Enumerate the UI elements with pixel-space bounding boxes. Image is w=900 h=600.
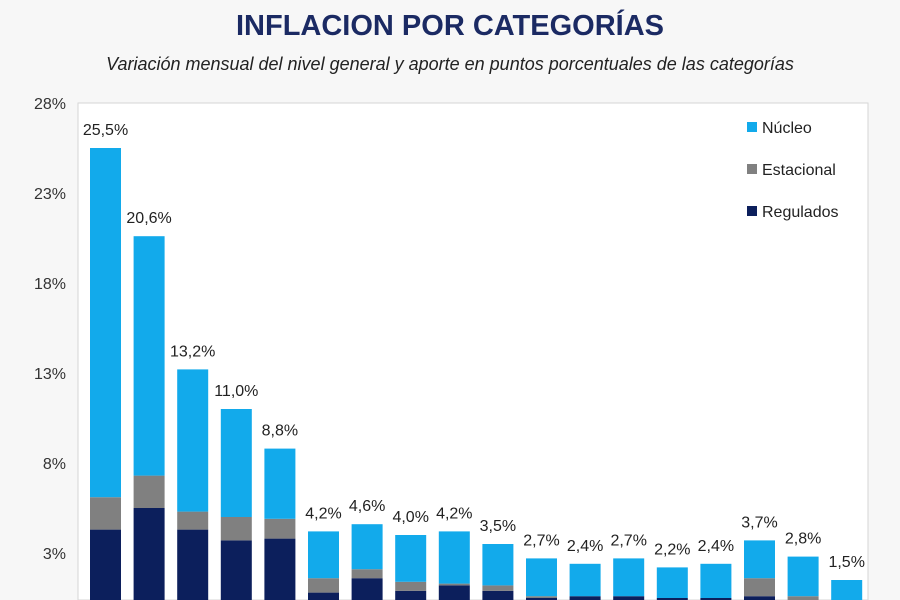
legend-swatch xyxy=(747,164,757,174)
bar-segment-núcleo xyxy=(482,544,514,586)
data-label: 2,8% xyxy=(785,531,821,548)
bar-segment-estacional xyxy=(264,518,296,539)
data-label: 3,7% xyxy=(741,514,777,531)
data-label: 3,5% xyxy=(480,518,516,535)
y-tick-label: 8% xyxy=(43,456,66,473)
bar-segment-núcleo xyxy=(220,409,252,517)
bar-segment-estacional xyxy=(220,517,252,541)
bar-segment-núcleo xyxy=(526,558,557,597)
bar-segment-núcleo xyxy=(133,236,165,476)
y-tick-label: 28% xyxy=(34,96,66,113)
bar-segment-estacional xyxy=(438,583,470,586)
y-tick-label: 23% xyxy=(34,186,66,203)
bar-segment-regulados xyxy=(438,585,470,600)
data-label: 2,7% xyxy=(523,532,559,549)
data-label: 13,2% xyxy=(170,343,215,360)
bar-segment-estacional xyxy=(395,581,427,591)
bar-segment-núcleo xyxy=(264,448,296,519)
legend-label: Estacional xyxy=(762,162,836,179)
bar-segment-núcleo xyxy=(744,540,775,579)
data-label: 25,5% xyxy=(83,122,128,139)
y-tick-label: 13% xyxy=(34,366,66,383)
bar-segment-núcleo xyxy=(787,556,819,597)
bar-segment-estacional xyxy=(482,585,514,591)
bar-segment-estacional xyxy=(351,569,383,579)
bar-segment-regulados xyxy=(569,596,601,600)
chart-subtitle: Variación mensual del nivel general y ap… xyxy=(106,54,794,74)
bar-segment-núcleo xyxy=(351,524,383,570)
data-label: 4,2% xyxy=(436,505,472,522)
bar-segment-núcleo xyxy=(395,535,427,582)
data-label: 1,5% xyxy=(828,554,864,571)
bar-segment-regulados xyxy=(308,592,339,600)
bar-segment-regulados xyxy=(90,529,121,600)
bar-segment-regulados xyxy=(395,590,427,600)
bar-segment-núcleo xyxy=(177,369,209,512)
bar-segment-núcleo xyxy=(569,563,601,597)
bar-segment-regulados xyxy=(264,538,296,600)
data-label: 8,8% xyxy=(262,423,298,440)
bar-segment-núcleo xyxy=(613,558,645,597)
bar-segment-núcleo xyxy=(831,580,863,600)
data-label: 2,7% xyxy=(610,532,646,549)
legend-label: Regulados xyxy=(762,204,839,221)
bar-segment-regulados xyxy=(177,529,209,600)
bar-segment-núcleo xyxy=(656,567,688,598)
data-label: 20,6% xyxy=(126,210,171,227)
bar-segment-regulados xyxy=(482,590,514,600)
legend-swatch xyxy=(747,122,757,132)
data-label: 4,6% xyxy=(349,498,385,515)
bar-segment-núcleo xyxy=(438,531,470,584)
data-label: 4,2% xyxy=(305,505,341,522)
bar-segment-regulados xyxy=(526,598,557,600)
data-label: 2,2% xyxy=(654,541,690,558)
bar-segment-regulados xyxy=(744,596,775,600)
bar-segment-regulados xyxy=(351,578,383,600)
bar-segment-estacional xyxy=(744,578,775,597)
bar-segment-núcleo xyxy=(700,563,732,598)
legend-swatch xyxy=(747,206,757,216)
bar-segment-regulados xyxy=(656,598,688,600)
bar-segment-estacional xyxy=(90,497,121,530)
data-label: 2,4% xyxy=(567,538,603,555)
bar-segment-regulados xyxy=(700,598,732,600)
bar-segment-estacional xyxy=(787,596,819,600)
bar-segment-regulados xyxy=(613,596,645,600)
y-tick-label: 18% xyxy=(34,276,66,293)
data-label: 11,0% xyxy=(214,383,258,400)
bar-segment-estacional xyxy=(177,511,209,530)
legend-label: Núcleo xyxy=(762,120,812,137)
bar-segment-estacional xyxy=(133,475,165,508)
bar-segment-núcleo xyxy=(308,531,339,579)
bar-segment-núcleo xyxy=(90,148,121,498)
data-label: 4,0% xyxy=(392,509,428,526)
bar-segment-estacional xyxy=(308,578,339,593)
bar-segment-estacional xyxy=(526,596,557,598)
chart-title: INFLACION POR CATEGORÍAS xyxy=(235,10,665,42)
bar-segment-regulados xyxy=(133,508,165,600)
data-label: 2,4% xyxy=(698,538,734,555)
plot-area xyxy=(77,102,869,600)
y-tick-label: 3% xyxy=(43,546,66,563)
bar-segment-regulados xyxy=(220,540,252,600)
